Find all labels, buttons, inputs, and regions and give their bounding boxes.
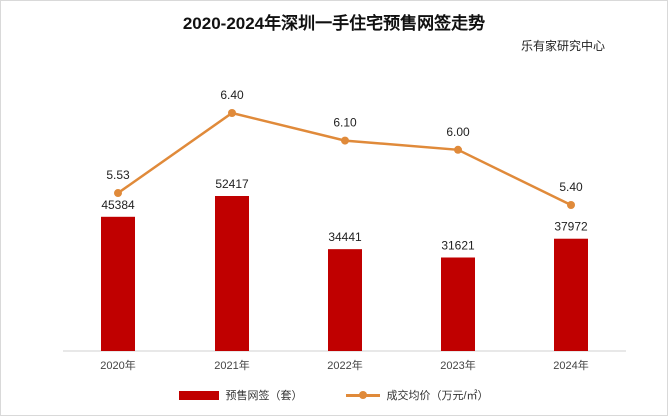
source-label: 乐有家研究中心 — [520, 39, 605, 53]
line-value-label: 6.40 — [220, 88, 244, 102]
bar-value-label: 37972 — [554, 220, 588, 234]
bar-value-label: 31621 — [441, 238, 475, 252]
bar — [554, 238, 588, 351]
x-tick-label: 2023年 — [440, 358, 475, 372]
legend-swatch-bar — [179, 390, 220, 400]
line-value-label: 5.40 — [559, 180, 583, 194]
bar — [215, 196, 249, 351]
x-tick-label: 2020年 — [100, 358, 135, 372]
legend-swatch-line — [346, 390, 381, 400]
x-tick-label: 2021年 — [214, 358, 249, 372]
bar — [328, 249, 362, 351]
line-value-label: 6.00 — [446, 125, 470, 139]
legend-item-line: 成交均价（万元/㎡） — [346, 387, 489, 403]
line-point — [114, 189, 122, 198]
legend-label-bar: 预售网签（套） — [225, 390, 303, 402]
legend-item-bar: 预售网签（套） — [179, 387, 302, 403]
line-value-label: 5.53 — [106, 168, 130, 182]
x-tick-label: 2022年 — [327, 358, 362, 372]
x-tick-label: 2024年 — [553, 358, 588, 372]
bar — [101, 216, 135, 351]
line-point — [228, 109, 236, 117]
line-point — [454, 145, 462, 154]
line-point — [567, 201, 575, 209]
bar-value-label: 45384 — [101, 198, 135, 212]
chart-title: 2020-2024年深圳一手住宅预售网签走势 — [182, 14, 486, 33]
chart-legend: 预售网签（套） 成交均价（万元/㎡） — [1, 387, 667, 403]
bar — [441, 257, 475, 351]
line-value-label: 6.10 — [333, 116, 357, 130]
bar-value-label: 52417 — [215, 177, 249, 191]
line-point — [341, 136, 349, 145]
bar-value-label: 34441 — [328, 230, 362, 244]
legend-label-line: 成交均价（万元/㎡） — [386, 390, 489, 402]
